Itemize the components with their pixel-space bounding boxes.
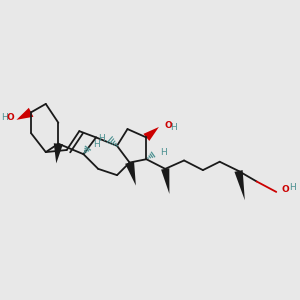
Text: H: H [93,140,100,149]
Text: O: O [164,121,172,130]
Text: H: H [1,113,8,122]
Polygon shape [125,161,136,186]
Text: H: H [289,183,296,192]
Polygon shape [54,143,63,164]
Text: H: H [98,134,105,143]
Polygon shape [143,127,159,141]
Polygon shape [16,108,33,120]
Polygon shape [234,170,245,200]
Text: O: O [282,185,290,194]
Text: O: O [6,113,14,122]
Text: H: H [170,123,177,132]
Polygon shape [161,168,170,194]
Text: H: H [160,148,167,157]
